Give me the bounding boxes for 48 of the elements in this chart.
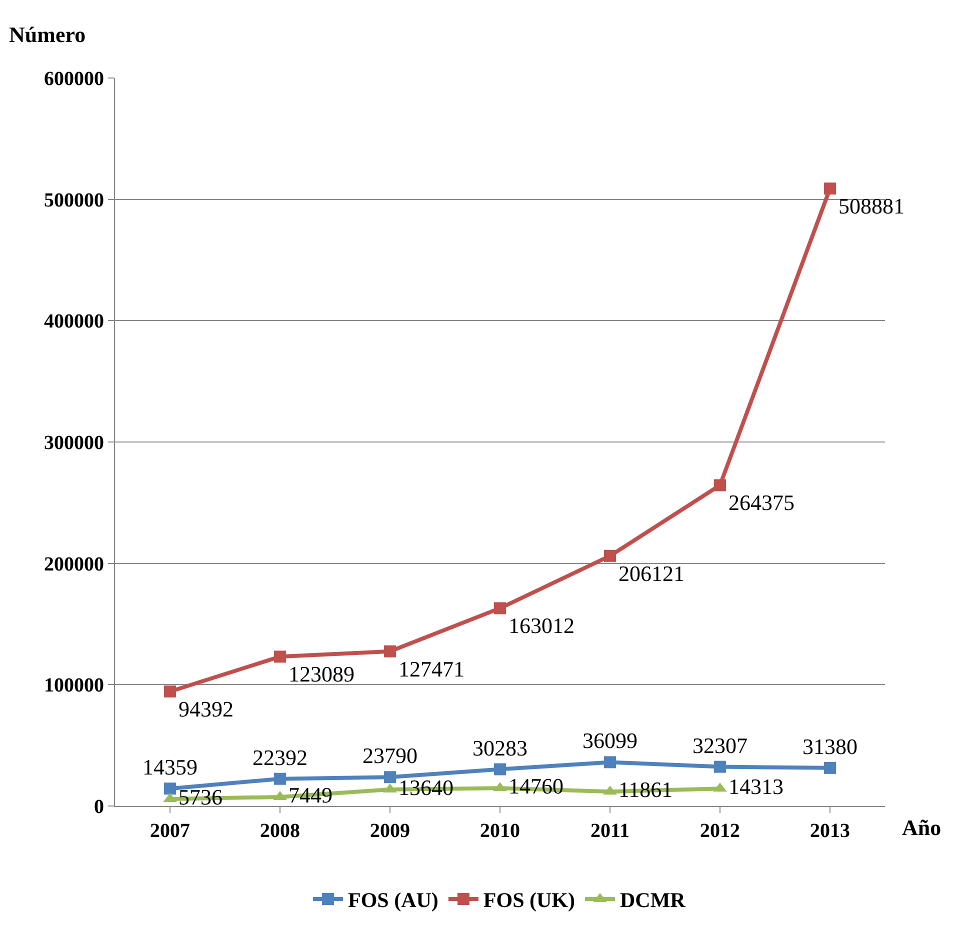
x-tick-label: 2009 (370, 820, 410, 842)
x-tick-label: 2008 (260, 820, 300, 842)
x-tick-label: 2007 (150, 820, 190, 842)
point (824, 762, 836, 774)
data-label: 32307 (692, 732, 748, 758)
data-label: 508881 (838, 194, 904, 219)
data-label: 206121 (618, 560, 684, 586)
point (164, 782, 176, 795)
x-tick-label: 2013 (810, 820, 850, 842)
y-tick-label: 600000 (44, 68, 104, 90)
legend-label: FOS (AU) (348, 888, 438, 912)
point (164, 685, 176, 698)
x-axis-title: Año (902, 815, 942, 840)
data-label: 22392 (252, 744, 308, 770)
point (274, 650, 286, 663)
y-axis-title: Número (9, 22, 86, 47)
point (494, 602, 506, 614)
y-tick-label: 500000 (44, 189, 104, 212)
data-label: 123089 (288, 662, 354, 687)
data-label: 94392 (178, 696, 234, 722)
y-tick-label: 300000 (44, 432, 104, 454)
point (714, 760, 726, 773)
x-tick-label: 2012 (700, 820, 740, 842)
data-label: 14313 (728, 774, 784, 800)
y-tick-label: 400000 (44, 310, 104, 333)
data-label: 127471 (398, 656, 464, 682)
data-label: 163012 (508, 613, 574, 638)
x-tick-label: 2011 (590, 820, 630, 842)
y-tick-label: 0 (94, 796, 104, 818)
point (604, 756, 616, 768)
legend-label: DCMR (620, 888, 686, 912)
y-tick-label: 200000 (44, 553, 104, 576)
data-label: 23790 (362, 743, 418, 768)
data-label: 31380 (802, 734, 858, 759)
point (714, 479, 726, 492)
point (384, 771, 396, 784)
data-label: 36099 (582, 728, 638, 754)
point (494, 763, 506, 776)
legend-label: FOS (UK) (483, 888, 576, 912)
data-label: 30283 (472, 735, 528, 760)
point (604, 550, 616, 562)
y-tick-label: 100000 (44, 674, 104, 697)
point (824, 182, 836, 195)
data-label: 14359 (142, 754, 198, 780)
point (274, 772, 286, 785)
x-tick-label: 2010 (480, 820, 520, 842)
data-label: 264375 (728, 490, 794, 516)
point (384, 645, 396, 658)
